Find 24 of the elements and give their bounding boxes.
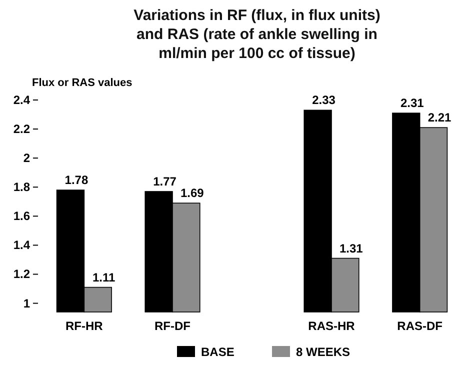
y-tick-label: 2 xyxy=(23,151,30,166)
data-label: 1.31 xyxy=(340,241,364,256)
data-label: 2.31 xyxy=(400,96,424,110)
chart-title: Variations in RF (flux, in flux units) and RAS (rate of ankle swelling in ml/min per 100 cc of tissue) xyxy=(134,7,380,62)
x-tick-label: RF-HR xyxy=(66,319,104,333)
y-axis-title: Flux or RAS values xyxy=(32,77,132,89)
data-label: 1.77 xyxy=(153,174,177,188)
legend-label: 8 WEEKS xyxy=(296,345,350,359)
data-label: 2.21 xyxy=(428,110,452,125)
y-tick-label: 1.8 xyxy=(13,180,30,194)
y-tick-label: 1 xyxy=(23,296,30,310)
legend-label: BASE xyxy=(201,345,234,359)
data-label: 2.33 xyxy=(312,93,336,108)
x-tick-label: RF-DF xyxy=(154,319,190,333)
y-tick-label: 2.4 xyxy=(13,93,30,107)
data-label: 1.78 xyxy=(64,173,88,188)
y-tick-label: 1.2 xyxy=(13,267,30,282)
data-label: 1.11 xyxy=(92,270,116,284)
y-tick-label: 1.6 xyxy=(13,209,30,224)
x-tick-label: RAS-HR xyxy=(308,319,356,333)
data-label: 1.69 xyxy=(180,186,204,200)
y-tick-label: 1.4 xyxy=(13,238,30,252)
y-tick-label: 2.2 xyxy=(13,122,30,136)
x-tick-label: RAS-DF xyxy=(397,319,442,333)
